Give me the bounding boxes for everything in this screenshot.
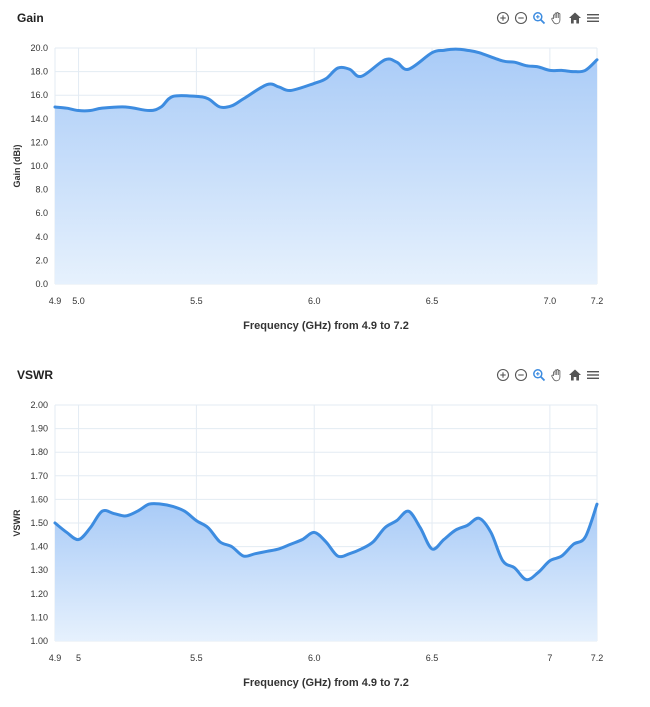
y-tick-label: 8.0 [35,185,48,195]
y-tick-label: 1.90 [30,424,48,434]
y-tick-label: 6.0 [35,208,48,218]
y-tick-label: 16.0 [30,90,48,100]
y-tick-label: 2.00 [30,400,48,410]
magnifier-icon[interactable] [532,368,546,382]
y-tick-label: 1.40 [30,542,48,552]
x-axis-label: Frequency (GHz) from 4.9 to 7.2 [243,320,409,332]
series-line [53,47,599,113]
chart-toolbar [496,11,600,25]
x-axis-label: Frequency (GHz) from 4.9 to 7.2 [243,677,409,689]
y-tick-label: 2.0 [35,255,48,265]
x-tick-label: 6.5 [426,296,439,306]
x-tick-label: 7.2 [591,296,604,306]
y-tick-label: 1.20 [30,589,48,599]
series-line [53,501,599,582]
y-tick-label: 1.10 [30,612,48,622]
y-tick-label: 0.0 [35,279,48,289]
chart-title: Gain [17,11,44,25]
x-tick-label: 7.0 [544,296,557,306]
menu-icon[interactable] [586,11,600,25]
magnifier-icon[interactable] [532,11,546,25]
x-tick-label: 5.5 [190,296,203,306]
zoom-in-icon[interactable] [496,11,510,25]
y-tick-label: 1.50 [30,518,48,528]
vswr-chart-panel: VSWR 1.00 1.10 1.20 1.30 1.40 1.50 1.60 1.70 1.8… [0,357,650,707]
zoom-out-icon[interactable] [514,368,528,382]
y-tick-label: 1.30 [30,565,48,575]
y-tick-label: 4.0 [35,232,48,242]
y-tick-label: 18.0 [30,67,48,77]
x-tick-label: 5.0 [72,296,85,306]
zoom-in-icon[interactable] [496,368,510,382]
y-axis-label: VSWR [12,509,22,537]
y-tick-label: 1.70 [30,471,48,481]
home-icon[interactable] [568,11,582,25]
vswr-plot: 1.00 1.10 1.20 1.30 1.40 1.50 1.60 1.70 1.80 1.90… [12,400,604,689]
pan-hand-icon[interactable] [550,11,564,25]
series-area [55,49,597,285]
x-tick-label: 7 [547,653,552,663]
gain-plot: 0.0 2.0 4.0 6.0 8.0 10.0 12.0 14.0 16.0 18.0 20.0 4… [12,43,604,332]
menu-icon[interactable] [586,368,600,382]
series-area [55,503,597,641]
y-axis-label: Gain (dBi) [12,145,22,188]
y-tick-label: 10.0 [30,161,48,171]
pan-hand-icon[interactable] [550,368,564,382]
y-tick-label: 14.0 [30,114,48,124]
y-tick-label: 1.80 [30,447,48,457]
x-tick-label: 4.9 [49,296,62,306]
home-icon[interactable] [568,368,582,382]
x-tick-label: 5.5 [190,653,203,663]
y-tick-label: 20.0 [30,43,48,53]
x-tick-label: 5 [76,653,81,663]
chart-toolbar [496,368,600,382]
y-tick-label: 1.00 [30,636,48,646]
y-tick-label: 1.60 [30,494,48,504]
y-tick-label: 12.0 [30,137,48,147]
x-tick-label: 6.5 [426,653,439,663]
chart-title: VSWR [17,368,53,382]
zoom-out-icon[interactable] [514,11,528,25]
x-tick-label: 6.0 [308,653,321,663]
x-tick-label: 4.9 [49,653,62,663]
x-tick-label: 7.2 [591,653,604,663]
gain-chart-panel: Gain 0.0 2.0 4.0 6.0 8.0 10.0 12.0 14.0 16.0 18.0… [0,0,650,353]
x-tick-label: 6.0 [308,296,321,306]
